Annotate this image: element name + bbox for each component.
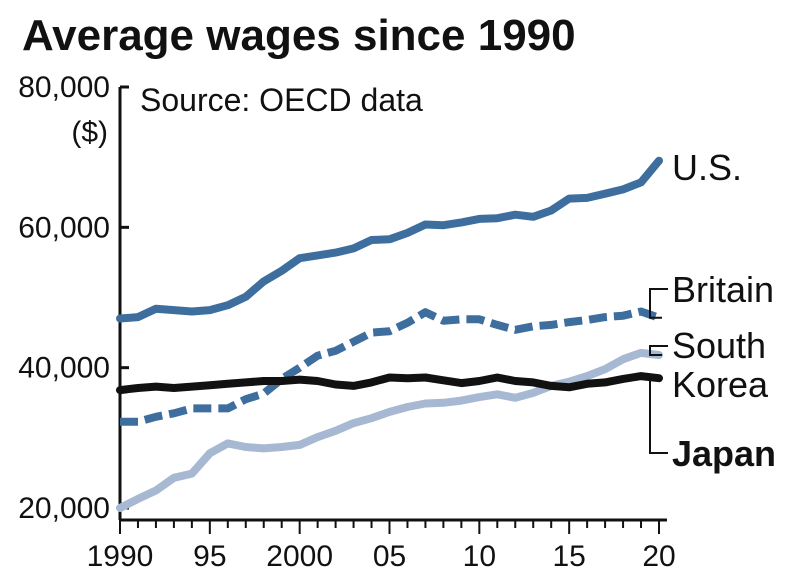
y-tick-label: 20,000 <box>18 492 110 525</box>
x-tick-label: 15 <box>552 540 585 573</box>
x-tick-label: 95 <box>193 540 226 573</box>
series-label-us: U.S. <box>672 147 742 188</box>
series-line-japan <box>116 372 663 395</box>
y-unit-label: ($) <box>71 116 108 149</box>
series-label-south-korea-1: South <box>672 325 766 366</box>
series-line-south-korea <box>116 348 663 512</box>
x-tick-label: 1990 <box>87 540 154 573</box>
series-line-u-s- <box>116 156 663 323</box>
series-label-japan: Japan <box>672 433 776 474</box>
x-tick-label: 05 <box>373 540 406 573</box>
plot-area: 80,000 60,000 40,000 20,000 ($) 1990 95 2000 05 1… <box>18 71 776 573</box>
y-tick-label: 40,000 <box>18 352 110 385</box>
y-tick-label: 60,000 <box>18 211 110 244</box>
leader-line-japan <box>649 377 668 454</box>
series-line-britain <box>120 307 661 426</box>
x-tick-label: 2000 <box>266 540 333 573</box>
leader-line-south-korea <box>649 345 668 356</box>
chart-source: Source: OECD data <box>140 82 423 118</box>
series-label-south-korea-2: Korea <box>672 364 769 405</box>
chart-title: Average wages since 1990 <box>22 11 576 60</box>
series-label-britain: Britain <box>672 269 774 310</box>
x-tick-label: 10 <box>463 540 496 573</box>
x-tick-label: 20 <box>642 540 675 573</box>
y-tick-label: 80,000 <box>18 71 110 104</box>
leader-line-britain <box>649 288 668 319</box>
